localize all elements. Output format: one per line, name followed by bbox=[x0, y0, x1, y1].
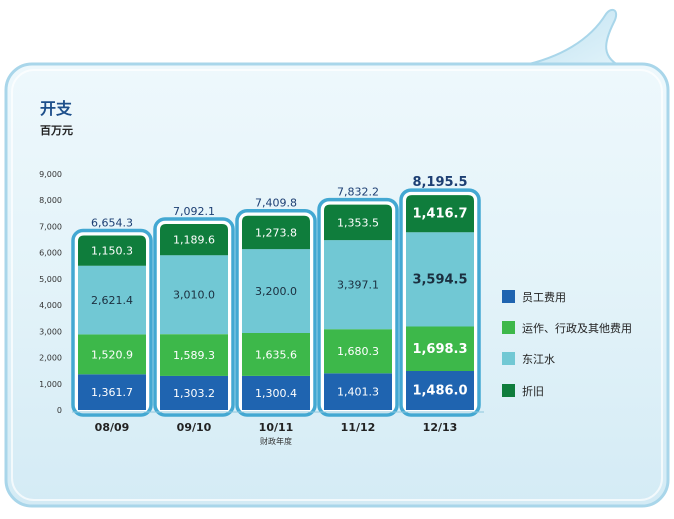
bar-segment-water bbox=[242, 249, 310, 333]
segment-value-label: 1,416.7 bbox=[412, 207, 467, 222]
legend-label: 员工费用 bbox=[522, 291, 566, 304]
x-category-label: 08/09 bbox=[95, 421, 130, 434]
bar-total-label: 7,409.8 bbox=[255, 197, 297, 210]
bar-stack: 1,300.4 1,635.6 3,200.0 1,273.8 7,409.8 bbox=[235, 197, 317, 417]
bar-segment-staff bbox=[324, 373, 392, 410]
segment-value-label: 3,010.0 bbox=[173, 289, 215, 302]
bar-segment-depreciation bbox=[242, 215, 310, 250]
y-tick-label: 4,000 bbox=[39, 301, 62, 310]
bar-segment-staff bbox=[160, 375, 228, 410]
x-category-label: 10/11 bbox=[259, 421, 294, 434]
bar-stack: 1,401.3 1,680.3 3,397.1 1,353.5 7,832.2 bbox=[317, 186, 399, 417]
y-tick-label: 5,000 bbox=[39, 275, 62, 284]
segment-value-label: 1,589.3 bbox=[173, 349, 215, 362]
bar-segment-depreciation bbox=[324, 204, 392, 241]
legend-label: 折旧 bbox=[522, 384, 544, 398]
bar-total-label: 8,195.5 bbox=[412, 175, 467, 190]
bar-total-label: 7,832.2 bbox=[337, 186, 379, 199]
bar-segment-operations bbox=[242, 333, 310, 376]
chart-title: 开支 bbox=[40, 99, 73, 118]
segment-value-label: 1,401.3 bbox=[337, 386, 379, 399]
segment-value-label: 3,200.0 bbox=[255, 285, 297, 298]
segment-value-label: 1,520.9 bbox=[91, 348, 133, 361]
legend-swatch bbox=[502, 290, 515, 303]
legend-swatch bbox=[502, 384, 515, 397]
segment-value-label: 1,189.6 bbox=[173, 234, 215, 247]
legend-swatch bbox=[502, 321, 515, 334]
segment-value-label: 1,635.6 bbox=[255, 349, 297, 362]
bar-segment-staff bbox=[78, 374, 146, 410]
segment-value-label: 1,680.3 bbox=[337, 345, 379, 358]
y-tick-label: 1,000 bbox=[39, 380, 62, 389]
segment-value-label: 1,361.7 bbox=[91, 386, 133, 399]
x-axis: 08/09 09/10 10/11 11/12 12/13 bbox=[72, 411, 484, 434]
x-category-label: 12/13 bbox=[423, 421, 458, 434]
segment-value-label: 3,594.5 bbox=[412, 272, 467, 287]
bar-segment-water bbox=[406, 232, 474, 327]
bar-segment-operations bbox=[406, 326, 474, 371]
y-tick-label: 9,000 bbox=[39, 170, 62, 179]
bar-segment-depreciation bbox=[406, 195, 474, 233]
bar-segment-depreciation bbox=[78, 235, 146, 266]
x-category-label: 09/10 bbox=[177, 421, 212, 434]
segment-value-label: 1,353.5 bbox=[337, 216, 379, 229]
bar-stack: 1,361.7 1,520.9 2,621.4 1,150.3 6,654.3 bbox=[71, 217, 153, 417]
bar-group: 1,361.7 1,520.9 2,621.4 1,150.3 6,654.3 1,303… bbox=[71, 175, 481, 417]
bar-stack: 1,303.2 1,589.3 3,010.0 1,189.6 7,092.1 bbox=[153, 205, 235, 417]
x-axis-title: 财政年度 bbox=[260, 436, 292, 446]
legend-swatch bbox=[502, 352, 515, 365]
bar-segment-operations bbox=[78, 334, 146, 375]
segment-value-label: 1,300.4 bbox=[255, 387, 297, 400]
legend-label: 东江水 bbox=[522, 353, 555, 366]
bubble-tail bbox=[519, 8, 625, 69]
y-tick-label: 8,000 bbox=[39, 196, 62, 205]
bar-segment-water bbox=[78, 265, 146, 335]
legend-item-staff: 员工费用 bbox=[502, 290, 566, 304]
legend-item-water: 东江水 bbox=[502, 352, 555, 366]
y-tick-label: 0 bbox=[57, 406, 62, 415]
bar-segment-staff bbox=[242, 375, 310, 410]
y-tick-label: 3,000 bbox=[39, 327, 62, 336]
segment-value-label: 2,621.4 bbox=[91, 294, 133, 307]
y-axis: 9,000 8,000 7,000 6,000 5,000 4,000 3,000 2,000… bbox=[39, 170, 62, 415]
bar-segment-operations bbox=[324, 329, 392, 374]
bar-segment-water bbox=[324, 240, 392, 330]
chart-unit: 百万元 bbox=[40, 124, 73, 137]
bar-stack: 1,486.0 1,698.3 3,594.5 1,416.7 8,195.5 bbox=[399, 175, 481, 417]
bar-total-label: 6,654.3 bbox=[91, 217, 133, 230]
segment-value-label: 1,303.2 bbox=[173, 387, 215, 400]
x-category-label: 11/12 bbox=[341, 421, 376, 434]
segment-value-label: 1,486.0 bbox=[412, 384, 467, 399]
y-tick-label: 7,000 bbox=[39, 222, 62, 231]
legend-label: 运作、行政及其他费用 bbox=[522, 321, 632, 335]
bar-segment-water bbox=[160, 255, 228, 335]
bar-segment-depreciation bbox=[160, 224, 228, 256]
y-tick-label: 2,000 bbox=[39, 354, 62, 363]
bar-segment-operations bbox=[160, 334, 228, 376]
segment-value-label: 1,273.8 bbox=[255, 226, 297, 239]
legend-item-depreciation: 折旧 bbox=[502, 384, 544, 398]
legend-item-operations: 运作、行政及其他费用 bbox=[502, 321, 632, 335]
segment-value-label: 1,698.3 bbox=[412, 342, 467, 357]
segment-value-label: 3,397.1 bbox=[337, 279, 379, 292]
bar-total-label: 7,092.1 bbox=[173, 205, 215, 218]
segment-value-label: 1,150.3 bbox=[91, 245, 133, 258]
bar-segment-staff bbox=[406, 371, 474, 410]
y-tick-label: 6,000 bbox=[39, 249, 62, 258]
